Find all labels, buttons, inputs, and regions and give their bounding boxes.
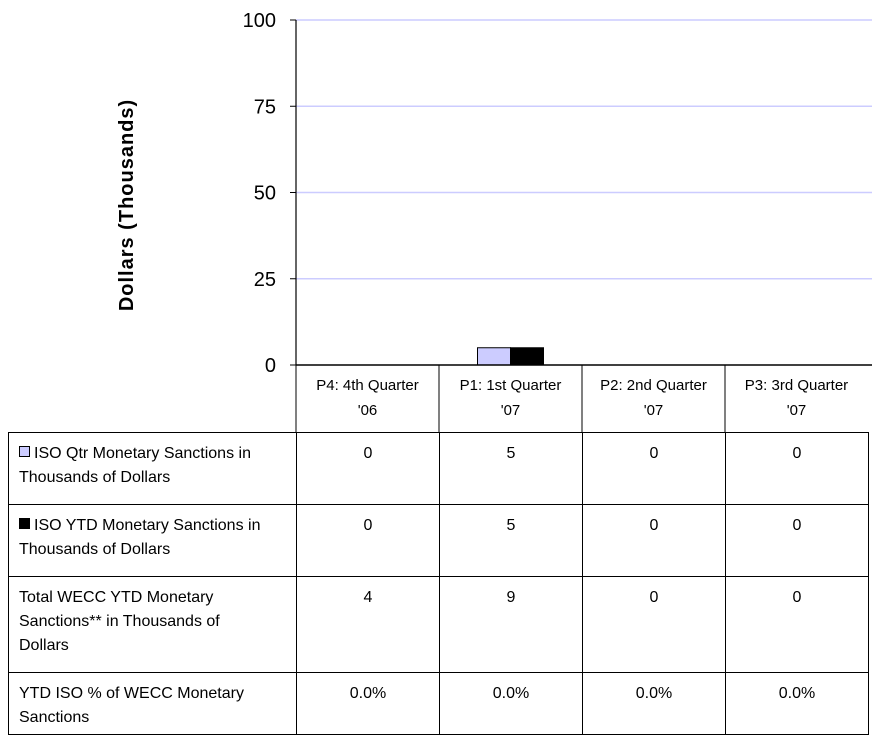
x-tick-label: '06	[358, 402, 378, 419]
chart: 0 25 50 75 100 P4: 4th Quarter '06 P1: 1st Qua…	[116, 10, 872, 432]
x-tick-label: P3: 3rd Quarter	[745, 377, 848, 394]
table-cell: 0.0%	[439, 672, 583, 735]
row-label-line: ISO Qtr Monetary Sanctions in	[19, 442, 290, 466]
table-cell: 0	[582, 432, 726, 505]
x-tick-label: P1: 1st Quarter	[460, 377, 562, 394]
y-tick-label: 50	[254, 183, 276, 205]
axes	[290, 19, 872, 432]
y-tick-label: 75	[254, 96, 276, 118]
table-cell: 0	[725, 576, 869, 673]
table-cell: 0.0%	[296, 672, 440, 735]
table-cell: 9	[439, 576, 583, 673]
table-row: YTD ISO % of WECC Monetary Sanctions 0.0% 0…	[8, 672, 869, 735]
table-cell: 0.0%	[582, 672, 726, 735]
category-labels: P4: 4th Quarter '06 P1: 1st Quarter '07 P2: …	[316, 377, 848, 419]
table-cell: 0	[582, 576, 726, 673]
row-label-line: Sanctions	[19, 709, 90, 726]
table-cell: 5	[439, 504, 583, 577]
data-table: ISO Qtr Monetary Sanctions in Thousands o…	[8, 432, 869, 735]
row-label-line: YTD ISO % of WECC Monetary	[19, 685, 244, 702]
y-tick-label: 0	[265, 355, 276, 377]
row-label-line: Sanctions** in Thousands of	[19, 613, 220, 630]
table-cell: 4	[296, 576, 440, 673]
x-tick-label: '07	[501, 402, 521, 419]
y-tick-label: 100	[243, 10, 276, 32]
bar-iso-ytd	[510, 347, 544, 366]
y-tick-label: 25	[254, 269, 276, 291]
row-label-line: Total WECC YTD Monetary	[19, 589, 214, 606]
row-label-line: Thousands of Dollars	[19, 541, 171, 558]
legend-swatch	[19, 446, 30, 457]
row-label: Total WECC YTD Monetary Sanctions** in Th…	[8, 576, 297, 673]
legend-swatch	[19, 518, 30, 529]
x-tick-label: P4: 4th Quarter	[316, 377, 419, 394]
gridlines	[296, 19, 872, 280]
table-cell: 0	[725, 432, 869, 505]
row-label-line: Dollars	[19, 637, 69, 654]
row-label: ISO YTD Monetary Sanctions in Thousands o…	[8, 504, 297, 577]
bars	[477, 347, 544, 366]
table-cell: 0	[296, 504, 440, 577]
table-row: Total WECC YTD Monetary Sanctions** in Th…	[8, 576, 869, 673]
row-label: YTD ISO % of WECC Monetary Sanctions	[8, 672, 297, 735]
x-tick-label: '07	[787, 402, 807, 419]
table-cell: 0.0%	[725, 672, 869, 735]
x-tick-label: P2: 2nd Quarter	[600, 377, 707, 394]
row-label-line: ISO YTD Monetary Sanctions in	[19, 514, 290, 538]
table-cell: 0	[725, 504, 869, 577]
y-axis-label: Dollars (Thousands)	[116, 99, 138, 311]
table-row: ISO Qtr Monetary Sanctions in Thousands o…	[8, 432, 869, 505]
table-row: ISO YTD Monetary Sanctions in Thousands o…	[8, 504, 869, 577]
row-label: ISO Qtr Monetary Sanctions in Thousands o…	[8, 432, 297, 505]
row-label-line: Thousands of Dollars	[19, 469, 171, 486]
table-cell: 5	[439, 432, 583, 505]
bar-iso-qtr	[477, 347, 511, 366]
y-tick-labels: 0 25 50 75 100	[243, 10, 276, 377]
table-cell: 0	[296, 432, 440, 505]
table-cell: 0	[582, 504, 726, 577]
x-tick-label: '07	[644, 402, 664, 419]
